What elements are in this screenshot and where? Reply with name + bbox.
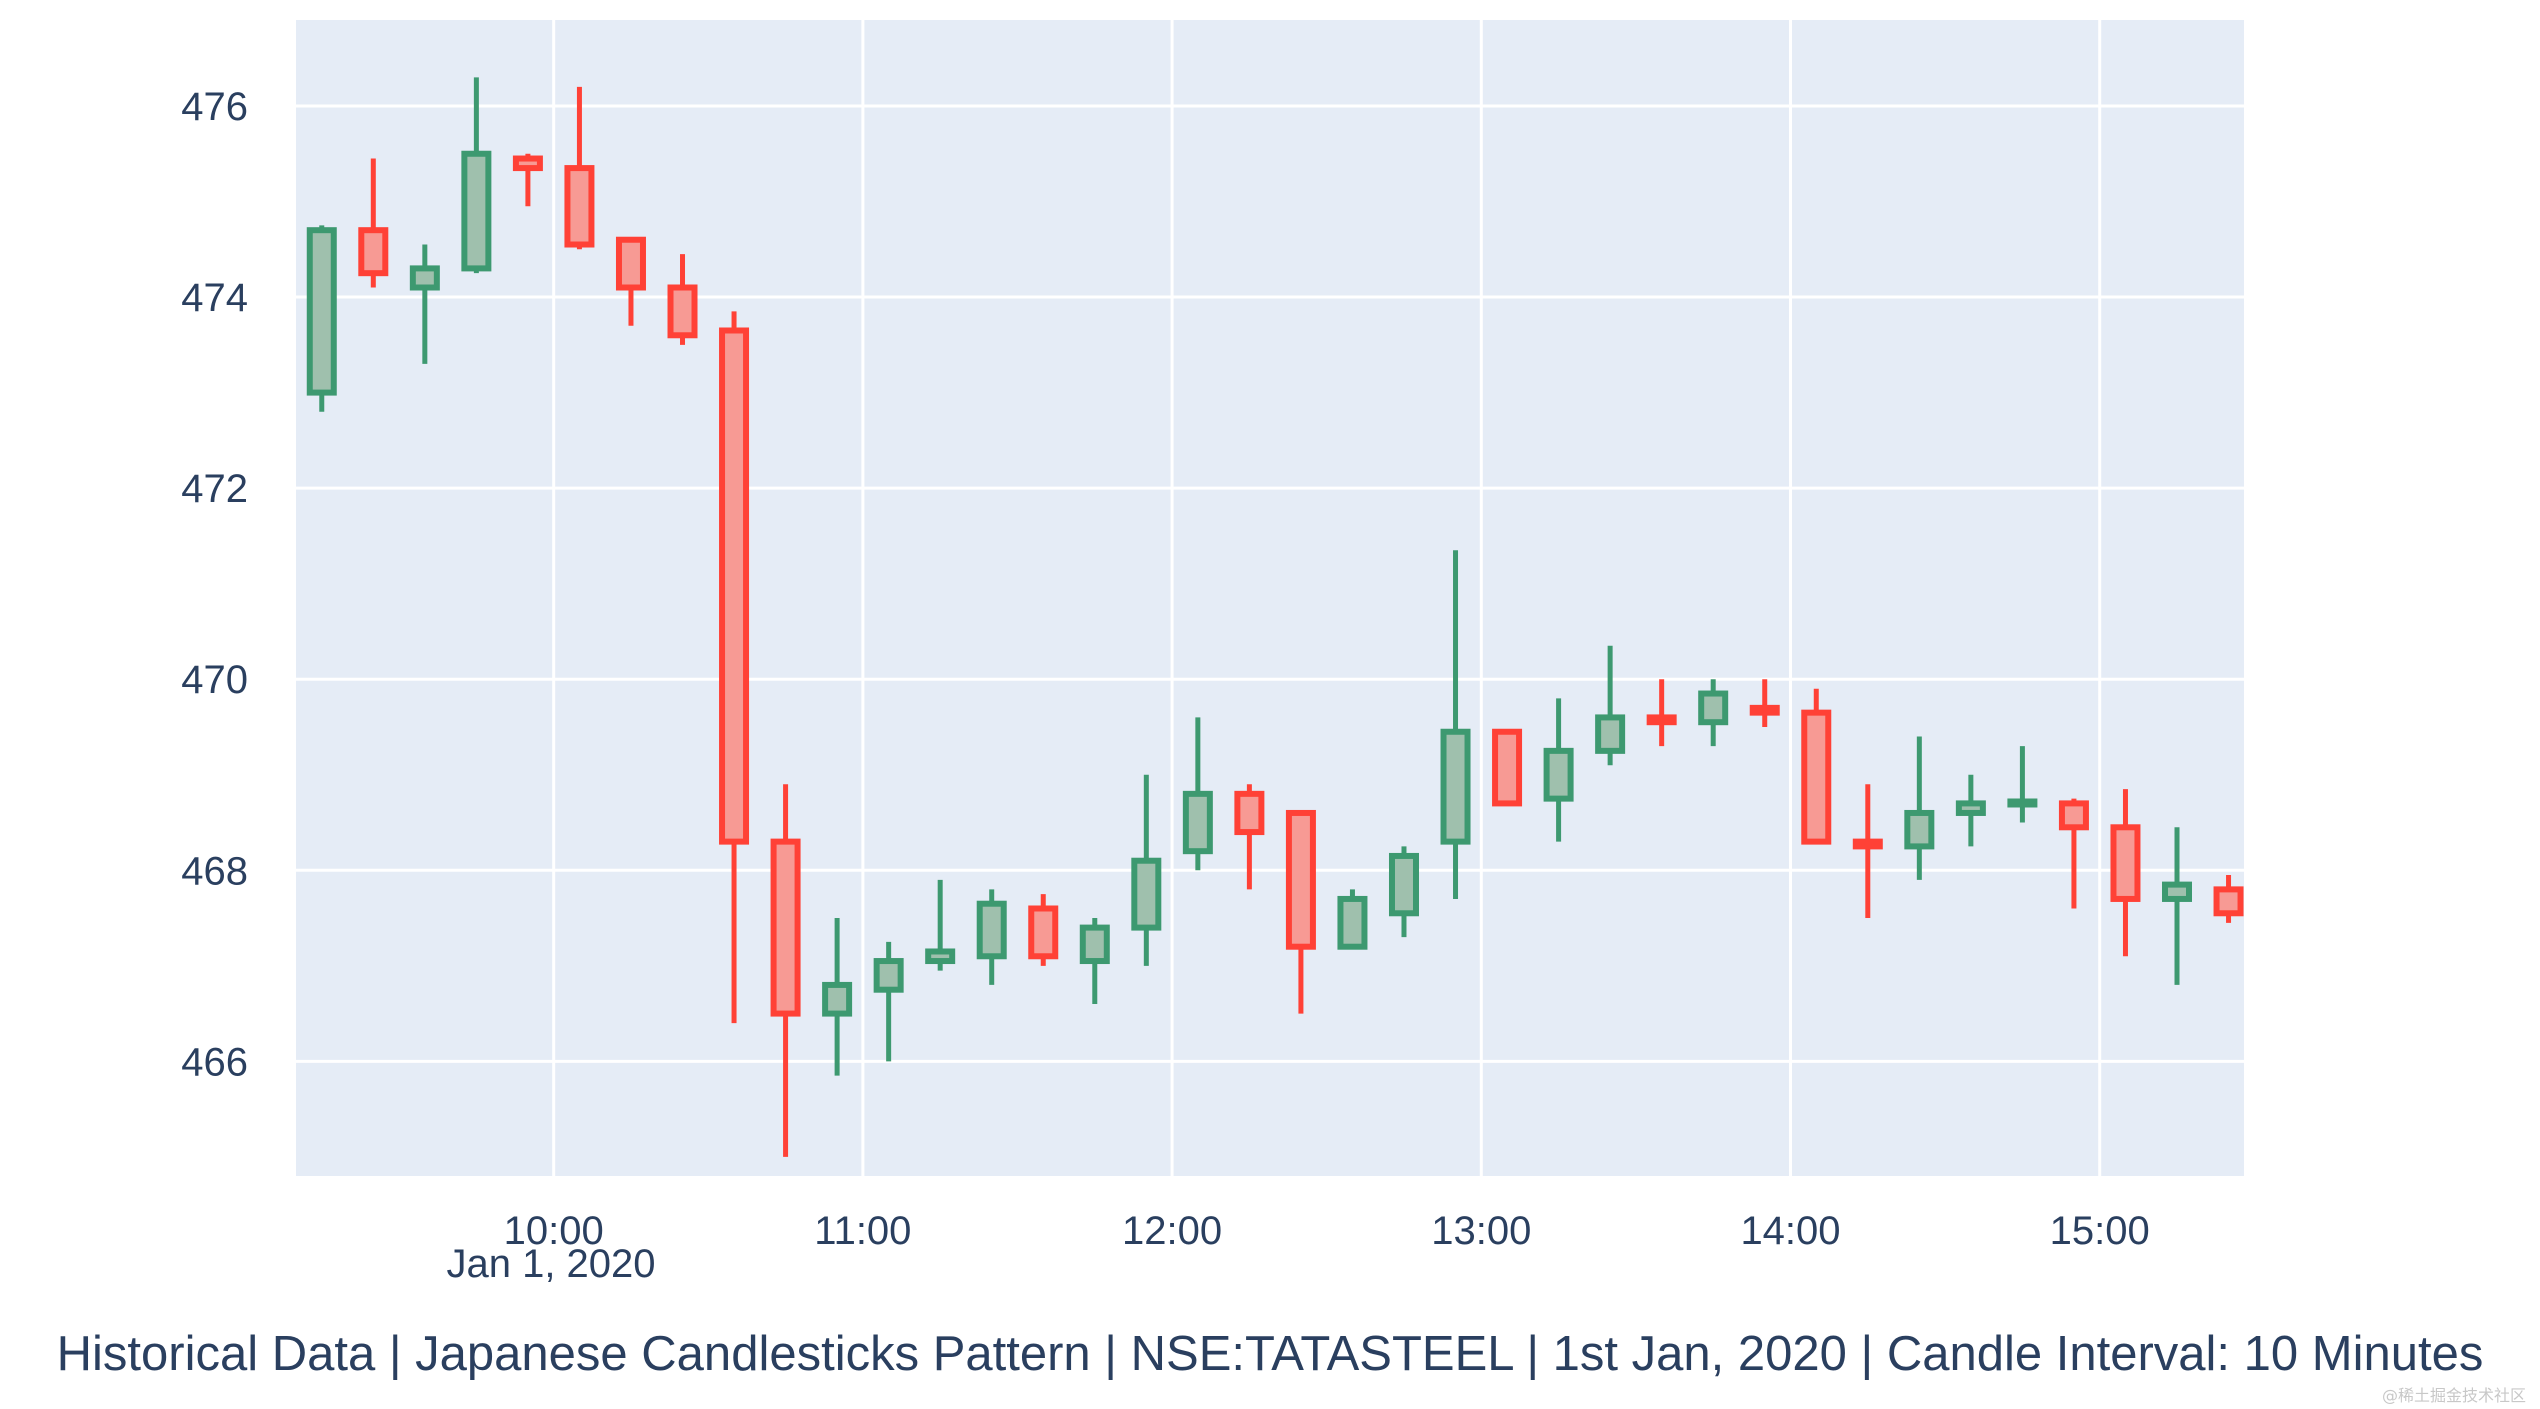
candle-increasing xyxy=(1440,550,1471,899)
candle-body xyxy=(1337,895,1368,950)
candle-body xyxy=(512,155,543,172)
candle-decreasing xyxy=(1646,679,1677,747)
x-tick-label: 13:00 xyxy=(1431,1209,1531,1253)
candle-increasing xyxy=(1131,774,1162,966)
candle-decreasing xyxy=(2213,875,2244,923)
candle-body xyxy=(1801,709,1832,845)
candle-decreasing xyxy=(2110,789,2141,957)
y-tick-label: 472 xyxy=(181,467,248,511)
candle-body xyxy=(2110,824,2141,902)
x-tick-label: 11:00 xyxy=(814,1209,911,1253)
candle-body xyxy=(925,948,956,965)
watermark: @稀土掘金技术社区 xyxy=(2381,1386,2526,1405)
candle-body xyxy=(1388,852,1419,917)
candle-decreasing xyxy=(358,158,389,288)
candle-body xyxy=(1234,790,1265,836)
candle-body xyxy=(1543,747,1574,802)
x-tick-label: 15:00 xyxy=(2050,1209,2150,1253)
candle-body xyxy=(1852,838,1883,850)
candle-body xyxy=(615,236,646,291)
candle-body xyxy=(1646,714,1677,726)
candle-increasing xyxy=(1698,679,1729,747)
candle-body xyxy=(1182,790,1213,855)
candle-decreasing xyxy=(667,254,698,345)
candle-body xyxy=(1749,704,1780,716)
candle-increasing xyxy=(2162,827,2193,985)
candles xyxy=(306,77,2244,1157)
candle-increasing xyxy=(306,225,337,412)
plot-area xyxy=(296,20,2244,1176)
y-tick-label: 468 xyxy=(181,849,248,893)
candle-body xyxy=(564,165,595,248)
y-tick-label: 476 xyxy=(181,85,248,129)
candle-increasing xyxy=(461,77,492,274)
candle-body xyxy=(2058,800,2089,831)
candle-decreasing xyxy=(1492,728,1523,807)
y-axis: 466 468 470 472 474 476 xyxy=(181,85,248,1084)
candle-increasing xyxy=(1543,698,1574,842)
candle-increasing xyxy=(1337,889,1368,950)
y-tick-label: 474 xyxy=(181,276,248,320)
candle-body xyxy=(1028,905,1059,960)
candle-decreasing xyxy=(615,236,646,326)
candle-decreasing xyxy=(770,784,801,1157)
candle-increasing xyxy=(873,941,904,1062)
candle-increasing xyxy=(925,879,956,971)
candle-body xyxy=(1131,857,1162,931)
candle-decreasing xyxy=(1285,809,1316,1014)
candle-body xyxy=(873,958,904,993)
candle-body xyxy=(1595,714,1626,754)
candle-increasing xyxy=(2007,746,2038,823)
candle-body xyxy=(1904,809,1935,850)
y-tick-label: 470 xyxy=(181,658,248,702)
candle-decreasing xyxy=(719,311,750,1024)
candle-increasing xyxy=(1079,918,1110,1005)
candle-body xyxy=(1955,800,1986,816)
candle-body xyxy=(2213,886,2244,917)
candle-decreasing xyxy=(1749,679,1780,727)
candle-decreasing xyxy=(512,153,543,207)
candle-body xyxy=(667,284,698,339)
candle-body xyxy=(770,838,801,1017)
candle-body xyxy=(2162,881,2193,902)
grid-lines xyxy=(296,20,2244,1176)
candle-increasing xyxy=(409,244,440,364)
candle-body xyxy=(976,900,1007,960)
candle-body xyxy=(358,227,389,277)
candle-increasing xyxy=(1955,774,1986,847)
candle-body xyxy=(719,327,750,845)
candle-decreasing xyxy=(1801,688,1832,845)
candle-body xyxy=(2007,798,2038,808)
candle-body xyxy=(1285,809,1316,950)
candle-body xyxy=(822,981,853,1017)
candle-body xyxy=(461,150,492,272)
candle-increasing xyxy=(822,918,853,1076)
x-tick-label: 10:00 xyxy=(504,1209,604,1253)
candle-decreasing xyxy=(1028,894,1059,966)
candle-increasing xyxy=(976,889,1007,985)
candle-increasing xyxy=(1595,645,1626,766)
candle-body xyxy=(1440,728,1471,845)
candle-decreasing xyxy=(1234,784,1265,890)
candle-body xyxy=(409,265,440,291)
candle-increasing xyxy=(1182,717,1213,871)
candle-decreasing xyxy=(1852,784,1883,919)
x-tick-label: 12:00 xyxy=(1122,1209,1222,1253)
candle-body xyxy=(1079,924,1110,965)
y-tick-label: 466 xyxy=(181,1040,248,1084)
chart-caption: Historical Data | Japanese Candlesticks … xyxy=(56,1327,2484,1381)
candle-body xyxy=(306,227,337,396)
candle-increasing xyxy=(1388,846,1419,938)
candle-decreasing xyxy=(564,86,595,250)
x-tick-label: 14:00 xyxy=(1740,1209,1840,1253)
x-axis: 10:00 11:00 12:00 13:00 14:00 15:00 xyxy=(504,1209,2150,1253)
candle-body xyxy=(1698,690,1729,726)
x-axis-date-label: Jan 1, 2020 xyxy=(446,1242,655,1286)
candle-increasing xyxy=(1904,736,1935,880)
candle-decreasing xyxy=(2058,798,2089,909)
candle-body xyxy=(1492,728,1523,807)
